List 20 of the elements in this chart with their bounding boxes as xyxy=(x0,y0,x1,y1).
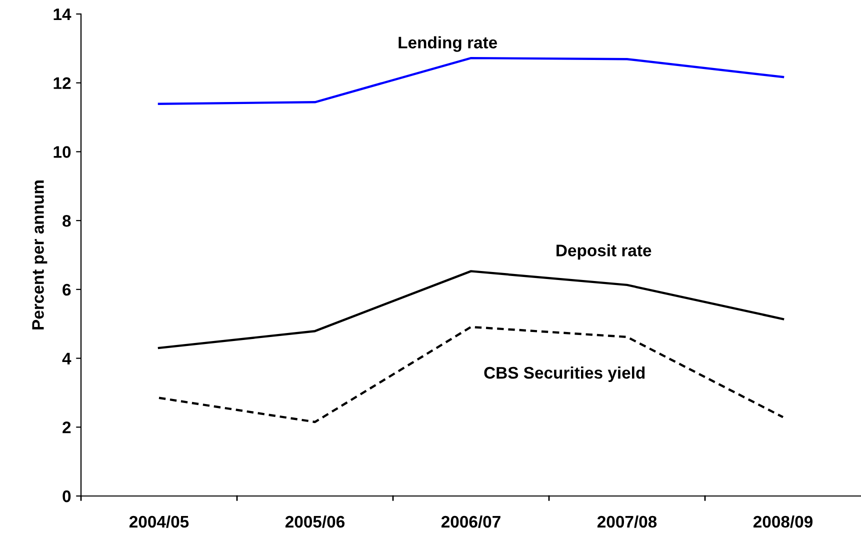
x-tick-label: 2007/08 xyxy=(597,515,657,528)
line-series xyxy=(158,326,784,424)
line-series xyxy=(158,270,784,350)
series-label: Lending rate xyxy=(398,36,498,52)
y-tick-label: 2 xyxy=(62,422,71,434)
y-axis-title: Percent per annum xyxy=(32,180,48,330)
x-tick-label: 2006/07 xyxy=(441,515,500,528)
y-tick-label: 14 xyxy=(54,8,72,20)
series-label: Deposit rate xyxy=(556,244,652,260)
y-tick-label: 6 xyxy=(62,284,71,296)
x-tick-label: 2008/09 xyxy=(753,515,813,528)
y-tick-label: 10 xyxy=(54,146,71,158)
y-tick-label: 4 xyxy=(62,352,72,364)
y-tick-label: 8 xyxy=(62,214,71,227)
x-tick-label: 2005/06 xyxy=(285,515,345,528)
y-tick-label: 0 xyxy=(62,490,71,502)
series-label: CBS Securities yield xyxy=(484,366,645,382)
y-tick-label: 12 xyxy=(54,77,71,89)
line-series xyxy=(158,56,784,105)
x-tick-label: 2004/05 xyxy=(129,515,189,528)
